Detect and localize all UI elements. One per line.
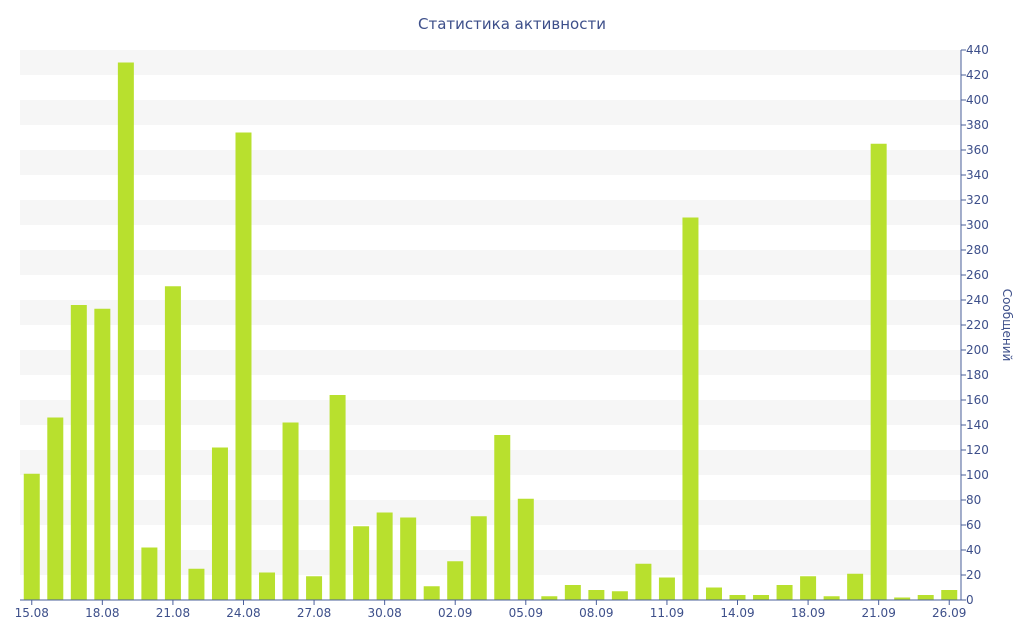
bar [564, 585, 581, 600]
y-tick-label: 180 [966, 368, 989, 382]
grid-band [20, 350, 961, 375]
y-tick-label: 360 [966, 143, 989, 157]
bar [211, 447, 228, 600]
y-tick-label: 100 [966, 468, 989, 482]
x-tick-label: 30.08 [367, 606, 401, 620]
y-axis-title: Сообщений [1000, 289, 1014, 362]
bar [776, 585, 793, 600]
bar [541, 596, 558, 600]
bar [306, 576, 323, 600]
bar [235, 132, 252, 600]
bar [47, 417, 64, 600]
x-tick-label: 26.09 [932, 606, 966, 620]
bar [611, 591, 628, 600]
bar [729, 595, 746, 600]
bar [23, 473, 40, 600]
y-tick-label: 140 [966, 418, 989, 432]
bar [164, 286, 181, 600]
bar [117, 62, 134, 600]
grid-band [20, 550, 961, 575]
grid-band [20, 500, 961, 525]
chart-title: Статистика активности [418, 15, 606, 33]
y-tick-label: 60 [966, 518, 981, 532]
grid-band [20, 450, 961, 475]
bar [753, 595, 770, 600]
grid-band [20, 50, 961, 75]
y-tick-label: 200 [966, 343, 989, 357]
y-tick-label: 240 [966, 293, 989, 307]
bar [800, 576, 817, 600]
bars [23, 62, 958, 600]
y-tick-label: 0 [966, 593, 974, 607]
y-tick-label: 400 [966, 93, 989, 107]
x-tick-label: 21.09 [861, 606, 895, 620]
bar [847, 573, 864, 600]
grid-band [20, 300, 961, 325]
bar [682, 217, 699, 600]
bar [141, 547, 158, 600]
x-tick-label: 15.08 [15, 606, 49, 620]
bar [400, 517, 417, 600]
x-tick-label: 24.08 [226, 606, 260, 620]
x-tick-label: 18.08 [85, 606, 119, 620]
grid-band [20, 200, 961, 225]
y-axis: 0 20 40 60 80 100 120 140 160 180 200 220 240 260 280 3… [960, 43, 989, 607]
grid-band [20, 400, 961, 425]
bar [329, 395, 346, 600]
bar [447, 561, 464, 600]
bar [870, 143, 887, 600]
x-tick-label: 27.08 [297, 606, 331, 620]
x-tick-label: 08.09 [579, 606, 613, 620]
x-tick-label: 02.09 [438, 606, 472, 620]
bar [894, 597, 911, 600]
bar [941, 590, 958, 600]
grid-band [20, 100, 961, 125]
y-tick-label: 300 [966, 218, 989, 232]
bar [917, 595, 934, 600]
y-tick-label: 440 [966, 43, 989, 57]
bar [188, 568, 205, 600]
grid-band [20, 150, 961, 175]
y-tick-label: 20 [966, 568, 981, 582]
bar [376, 512, 393, 600]
bar [259, 572, 276, 600]
y-tick-label: 220 [966, 318, 989, 332]
y-tick-label: 160 [966, 393, 989, 407]
y-tick-label: 320 [966, 193, 989, 207]
bar [353, 526, 370, 600]
y-tick-label: 80 [966, 493, 981, 507]
x-tick-label: 21.08 [156, 606, 190, 620]
bar [588, 590, 605, 600]
y-tick-label: 420 [966, 68, 989, 82]
grid-bands [20, 50, 961, 575]
bar [823, 596, 840, 600]
y-tick-label: 120 [966, 443, 989, 457]
x-tick-label: 11.09 [650, 606, 684, 620]
y-tick-label: 380 [966, 118, 989, 132]
bar [494, 435, 511, 600]
bar [282, 422, 299, 600]
bar [470, 516, 487, 600]
y-tick-label: 260 [966, 268, 989, 282]
bar [705, 587, 722, 600]
bar [70, 305, 87, 600]
bar [423, 586, 440, 600]
grid-band [20, 250, 961, 275]
x-tick-label: 14.09 [720, 606, 754, 620]
bar [635, 563, 652, 600]
x-axis: 15.08 18.08 21.08 24.08 27.08 30.08 02.09 05.09… [15, 599, 966, 620]
bar [94, 308, 111, 600]
y-tick-label: 40 [966, 543, 981, 557]
bar [658, 577, 675, 600]
x-tick-label: 18.09 [791, 606, 825, 620]
y-tick-label: 280 [966, 243, 989, 257]
x-tick-label: 05.09 [509, 606, 543, 620]
bar [517, 498, 534, 600]
y-tick-label: 340 [966, 168, 989, 182]
